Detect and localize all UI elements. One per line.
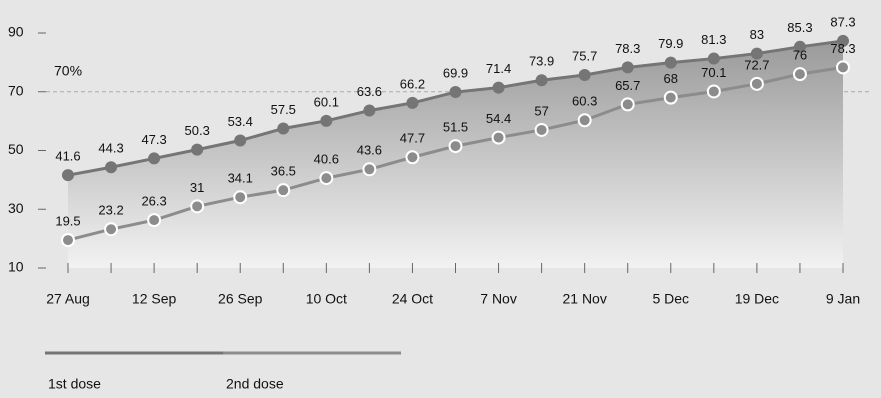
point [491,130,506,145]
value-label: 65.7 [615,78,640,93]
point [105,161,118,174]
point [620,97,635,112]
point [836,60,850,75]
value-label: 47.3 [141,132,166,147]
point [233,190,248,205]
point [449,86,462,99]
value-label: 78.3 [615,41,640,56]
value-label: 36.5 [271,164,296,179]
point [362,162,377,177]
point [577,113,592,128]
value-label: 44.3 [98,141,123,156]
x-tick-label: 10 Oct [306,291,347,307]
point [406,96,419,109]
value-label: 68 [664,71,678,86]
point [663,90,678,105]
value-label: 66.2 [400,76,425,91]
point [837,34,849,47]
point [792,67,807,82]
value-label: 71.4 [486,61,511,76]
y-tick-label: 90 [8,24,24,40]
point [319,171,334,186]
point [234,134,247,147]
value-label: 57.5 [271,102,296,117]
point [793,40,806,53]
value-label: 63.6 [357,84,382,99]
value-label: 54.4 [486,111,511,126]
point [191,143,204,156]
x-tick-label: 12 Sep [132,291,177,307]
y-tick-label: 70 [8,82,24,98]
value-label: 40.6 [314,152,339,167]
point [62,169,74,182]
value-label: 50.3 [185,123,210,138]
value-label: 60.1 [314,94,339,109]
point [578,69,591,82]
x-tick-label: 21 Nov [562,291,606,307]
legend-label: 2nd dose [226,376,284,392]
value-label: 57 [534,103,548,118]
point [61,233,75,248]
value-label: 70.1 [701,65,726,80]
value-label: 26.3 [141,194,166,209]
value-label: 75.7 [572,48,597,63]
value-label: 83 [750,27,764,42]
x-tick-label: 5 Dec [652,291,689,307]
x-tick-label: 19 Dec [735,291,779,307]
x-tick-label: 9 Jan [826,291,860,307]
legend-label: 1st dose [48,376,101,392]
value-label: 81.3 [701,32,726,47]
y-tick-label: 50 [8,141,24,157]
area [68,40,843,269]
value-label: 72.7 [744,57,769,72]
value-label: 78.3 [830,41,855,56]
value-label: 79.9 [658,36,683,51]
value-label: 51.5 [443,120,468,135]
x-tick-label: 7 Nov [480,291,517,307]
value-label: 87.3 [830,14,855,29]
value-label: 19.5 [55,214,80,229]
point [320,114,333,127]
value-label: 43.6 [357,143,382,158]
value-label: 34.1 [228,171,253,186]
point [147,213,162,228]
value-label: 41.6 [55,149,80,164]
point [448,139,463,154]
point [276,183,291,198]
y-tick-label: 30 [8,200,24,216]
value-label: 31 [190,180,204,195]
value-label: 60.3 [572,94,597,109]
point [104,222,119,237]
point [750,47,763,60]
value-label: 85.3 [787,20,812,35]
point [363,104,376,117]
point [405,150,420,165]
point [706,84,721,99]
value-label: 23.2 [98,203,123,218]
x-tick-label: 27 Aug [46,291,90,307]
value-label: 53.4 [228,114,253,129]
y-tick-label: 10 [8,259,24,275]
point [492,81,505,94]
value-label: 73.9 [529,54,554,69]
point [190,199,205,214]
reference-label: 70% [54,62,82,78]
point [534,122,549,137]
point [707,52,720,65]
point [535,74,548,87]
value-label: 47.7 [400,131,425,146]
x-tick-label: 24 Oct [392,291,433,307]
value-label: 69.9 [443,65,468,80]
point [148,152,161,165]
value-label: 76 [793,48,807,63]
point [621,61,634,74]
x-tick-label: 26 Sep [218,291,263,307]
point [749,76,764,91]
point [277,122,290,135]
point [664,56,677,69]
